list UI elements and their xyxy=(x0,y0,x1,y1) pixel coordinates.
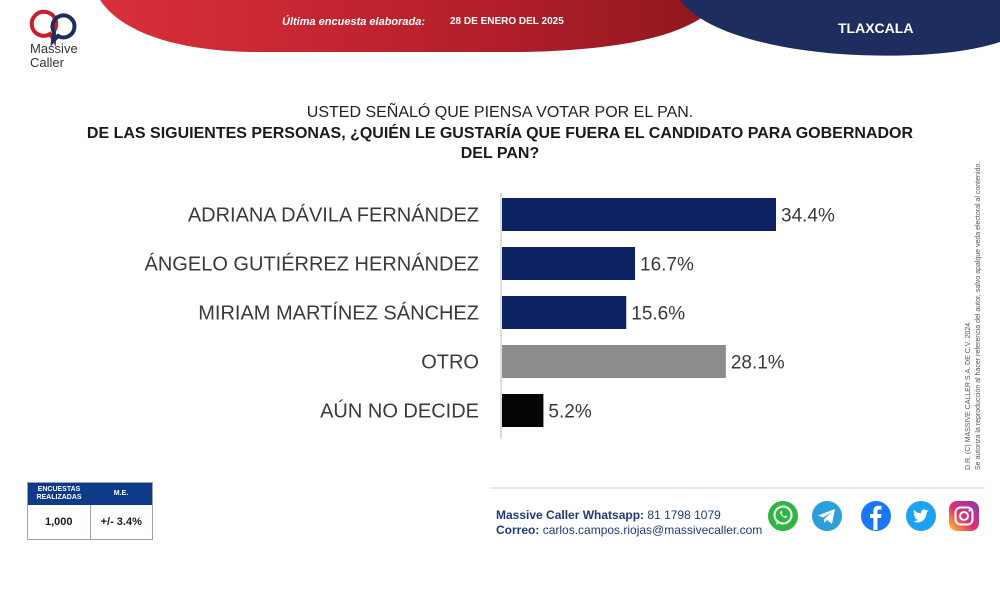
category-label-2: ÁNGELO GUTIÉRREZ HERNÁNDEZ xyxy=(145,253,479,276)
email-label: Correo: xyxy=(496,523,540,537)
question-title: DE LAS SIGUIENTES PERSONAS, ¿QUIÉN LE GU… xyxy=(86,125,914,162)
whatsapp-label: Massive Caller Whatsapp: xyxy=(496,508,645,522)
stats-header-error: M.E. xyxy=(113,490,129,497)
category-label-3: MIRIAM MARTÍNEZ SÁNCHEZ xyxy=(198,302,479,325)
question-intro: USTED SEÑALÓ QUE PIENSA VOTAR POR EL PAN… xyxy=(306,104,694,121)
bar-1 xyxy=(502,198,776,231)
stats-value-surveys: 1,000 xyxy=(28,505,91,539)
email-address[interactable]: carlos.campos.riojas@massivecaller.com xyxy=(542,523,763,537)
state-name: TLAXCALA xyxy=(838,20,914,36)
whatsapp-number[interactable]: 81 1798 1079 xyxy=(647,508,721,522)
value-label-3: 15.6% xyxy=(631,304,685,325)
copyright-note: D.R. (C) MASSIVE CALLER S.A. DE C.V. 202… xyxy=(965,161,982,470)
massive-caller-logo xyxy=(29,9,77,47)
value-label-2: 16.7% xyxy=(640,255,694,276)
contact-whatsapp: Massive Caller Whatsapp: 81 1798 1079 xyxy=(496,508,721,522)
value-label-5: 5.2% xyxy=(548,402,591,423)
stats-value-error: +/- 3.4% xyxy=(100,516,142,528)
brand-name: Massive Caller xyxy=(30,41,78,70)
value-label-1: 34.4% xyxy=(781,206,835,227)
bar-2 xyxy=(502,247,636,280)
value-label-4: 28.1% xyxy=(731,353,785,374)
twitter-icon[interactable] xyxy=(905,500,937,532)
survey-date-label: Última encuesta elaborada: xyxy=(282,16,426,28)
instagram-icon[interactable] xyxy=(948,500,980,532)
category-label-5: AÚN NO DECIDE xyxy=(320,400,479,423)
bar-5 xyxy=(502,394,544,427)
whatsapp-icon[interactable] xyxy=(767,500,799,532)
bar-4 xyxy=(502,345,726,378)
stats-header-surveys: ENCUESTAS REALIZADAS xyxy=(36,486,82,501)
survey-stats-table: ENCUESTAS REALIZADAS M.E. 1,000 +/- 3.4% xyxy=(27,482,153,540)
survey-date: 28 DE ENERO DEL 2025 xyxy=(450,16,564,27)
header-navy-band xyxy=(680,0,1000,56)
header-background xyxy=(100,0,1000,56)
category-label-4: OTRO xyxy=(421,352,479,374)
contact-email: Correo: carlos.campos.riojas@massivecall… xyxy=(496,523,762,537)
category-label-1: ADRIANA DÁVILA FERNÁNDEZ xyxy=(188,204,479,227)
telegram-icon[interactable] xyxy=(811,500,843,532)
facebook-icon[interactable] xyxy=(860,500,892,532)
header-red-band xyxy=(100,0,720,52)
bar-3 xyxy=(502,296,627,329)
